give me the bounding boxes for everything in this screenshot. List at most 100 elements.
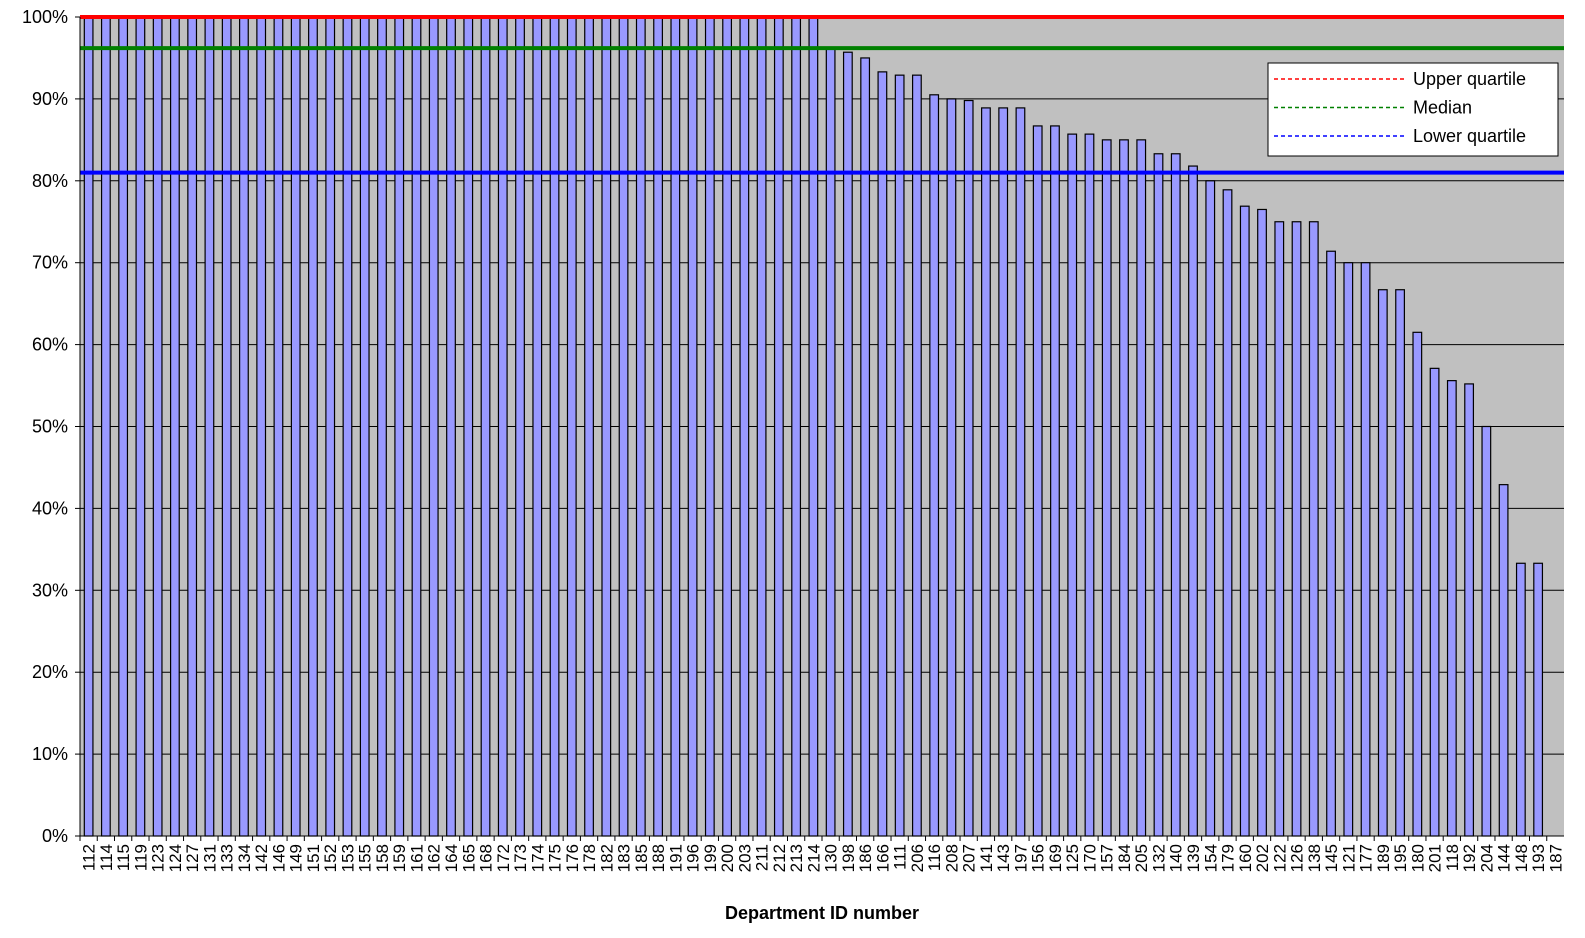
x-tick-label: 155: [356, 844, 375, 872]
bar: [463, 16, 474, 837]
bar: [1291, 221, 1302, 837]
bar: [100, 16, 111, 837]
bar: [1481, 425, 1492, 837]
x-tick-label: 214: [804, 844, 823, 872]
x-tick-label: 130: [822, 844, 841, 872]
bar: [722, 16, 733, 837]
x-tick-label: 206: [908, 844, 927, 872]
bar: [1136, 139, 1147, 837]
x-tick-label: 122: [1270, 844, 1289, 872]
bar: [825, 47, 836, 837]
y-tick-label: 50%: [32, 417, 68, 437]
x-axis-title: Department ID number: [725, 903, 919, 923]
x-tick-label: 173: [511, 844, 530, 872]
x-tick-label: 186: [856, 844, 875, 872]
x-tick-label: 148: [1512, 844, 1531, 872]
x-tick-label: 145: [1322, 844, 1341, 872]
x-tick-label: 178: [580, 844, 599, 872]
x-tick-label: 174: [528, 844, 547, 872]
bar: [152, 16, 163, 837]
x-tick-label: 141: [977, 844, 996, 872]
x-tick-label: 165: [459, 844, 478, 872]
x-tick-label: 132: [1149, 844, 1168, 872]
legend-label: Lower quartile: [1413, 126, 1526, 146]
y-tick-label: 20%: [32, 662, 68, 682]
bar: [377, 16, 387, 837]
x-tick-label: 208: [942, 844, 961, 872]
x-tick-label: 142: [252, 844, 271, 872]
bar: [394, 16, 405, 837]
x-tick-label: 189: [1374, 844, 1393, 872]
x-tick-label: 149: [287, 844, 306, 872]
bar: [1498, 484, 1509, 837]
x-tick-label: 202: [1253, 844, 1272, 872]
x-tick-label: 131: [200, 844, 219, 872]
bar: [566, 16, 577, 837]
x-tick-label: 159: [390, 844, 409, 872]
x-tick-label: 193: [1529, 844, 1548, 872]
bar: [1446, 380, 1457, 837]
legend: Upper quartile Median Lower quartile: [1267, 62, 1559, 157]
bar: [1050, 125, 1060, 837]
x-tick-label: 111: [891, 844, 910, 870]
bar: [1119, 139, 1129, 837]
x-tick-label: 119: [131, 844, 150, 871]
x-tick-label: 121: [1339, 844, 1358, 872]
x-tick-label: 157: [1098, 844, 1117, 872]
bar: [497, 16, 508, 837]
x-tick-label: 180: [1408, 844, 1427, 872]
bar: [118, 16, 129, 837]
x-tick-label: 192: [1460, 844, 1479, 872]
x-tick-label: 152: [321, 844, 340, 872]
y-tick-label: 10%: [32, 744, 68, 764]
bar: [1515, 562, 1526, 837]
bar: [187, 16, 198, 837]
bar: [169, 16, 180, 837]
x-tick-label: 116: [925, 844, 944, 871]
bar: [1412, 331, 1423, 837]
x-tick-label: 179: [1219, 844, 1238, 872]
x-tick-label: 118: [1443, 844, 1462, 871]
x-tick-label: 204: [1477, 844, 1496, 872]
x-tick-label: 203: [735, 844, 754, 872]
bar: [1205, 180, 1216, 837]
x-tick-label: 205: [1132, 844, 1151, 872]
bar: [860, 57, 871, 837]
bar: [773, 16, 784, 837]
bar: [342, 16, 353, 837]
x-tick-label: 139: [1184, 844, 1203, 872]
bar: [704, 16, 715, 837]
bar: [911, 74, 922, 837]
bar: [584, 16, 594, 837]
bar: [428, 16, 439, 837]
x-tick-label: 185: [632, 844, 651, 872]
x-tick-label: 175: [546, 844, 565, 872]
bar: [756, 16, 767, 837]
y-tick-label: 90%: [32, 89, 68, 109]
y-tick-label: 80%: [32, 171, 68, 191]
legend-label: Upper quartile: [1413, 69, 1526, 89]
x-tick-label: 172: [494, 844, 513, 872]
bar: [1084, 133, 1095, 837]
bar: [532, 16, 543, 837]
x-tick-label: 188: [649, 844, 668, 872]
x-tick-label: 195: [1391, 844, 1410, 872]
x-tick-label: 164: [442, 844, 461, 872]
x-tick-label: 162: [425, 844, 444, 872]
bar: [1533, 562, 1544, 837]
bar: [1222, 189, 1233, 837]
legend-label: Median: [1413, 98, 1472, 118]
reference-lines: [80, 15, 1564, 175]
bar: [83, 16, 94, 837]
bar: [1343, 262, 1354, 837]
bar: [739, 16, 750, 837]
bar: [359, 16, 370, 837]
x-tick-label: 196: [684, 844, 703, 872]
x-tick-label: 133: [218, 844, 237, 872]
bar: [204, 16, 215, 837]
y-tick-label: 100%: [22, 7, 68, 27]
bar: [1395, 289, 1405, 837]
bar: [1464, 383, 1475, 837]
x-tick-label: 166: [873, 844, 892, 872]
x-tick-label: 115: [114, 844, 133, 871]
